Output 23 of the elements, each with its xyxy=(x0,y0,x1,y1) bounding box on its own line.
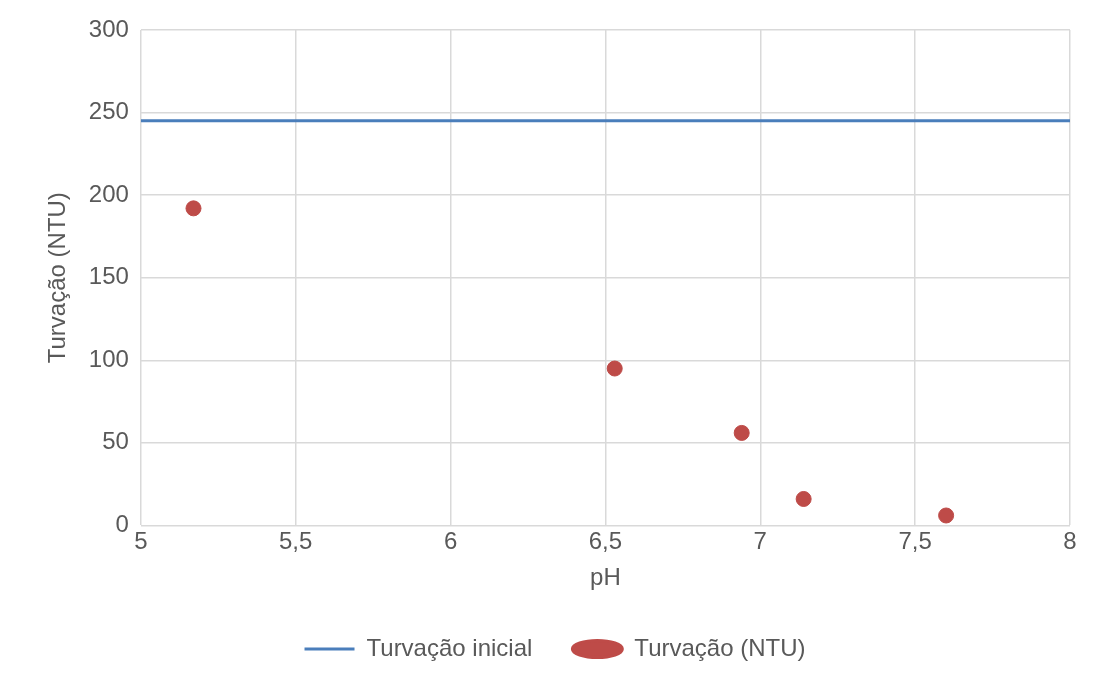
x-tick-label: 5 xyxy=(134,527,148,555)
x-tick-label: 8 xyxy=(1063,527,1077,555)
y-tick-label: 200 xyxy=(88,179,129,207)
x-tick-label: 7 xyxy=(753,527,767,555)
y-tick-label: 0 xyxy=(115,510,129,538)
y-tick-label: 150 xyxy=(88,262,129,290)
legend-label: Turvação (NTU) xyxy=(634,633,806,661)
x-axis-title: pH xyxy=(590,563,621,591)
point xyxy=(185,200,202,217)
x-tick-label: 5,5 xyxy=(279,527,313,555)
y-tick-label: 250 xyxy=(88,97,129,125)
y-tick-label: 50 xyxy=(102,427,129,455)
point xyxy=(938,507,955,524)
x-tick-label: 6 xyxy=(443,527,458,555)
y-axis-title: Turvação (NTU) xyxy=(43,192,71,364)
x-tick-label: 6,5 xyxy=(588,527,623,555)
point xyxy=(795,490,812,507)
y-tick-label: 100 xyxy=(88,344,129,372)
legend-label: Turvação inicial xyxy=(366,633,533,661)
y-tick-label: 300 xyxy=(88,14,129,42)
point xyxy=(606,360,623,377)
point xyxy=(733,424,750,441)
x-tick-label: 7,5 xyxy=(898,527,932,555)
